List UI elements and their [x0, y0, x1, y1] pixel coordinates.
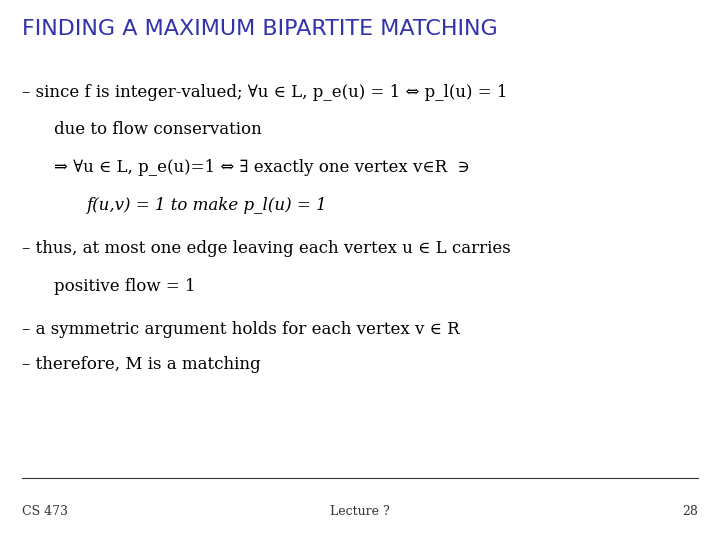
Text: positive flow = 1: positive flow = 1 [54, 278, 196, 295]
Text: due to flow conservation: due to flow conservation [54, 122, 262, 138]
Text: ⇒ ∀u ∈ L, p_e(u)=1 ⇔ ∃ exactly one vertex v∈R  ∋: ⇒ ∀u ∈ L, p_e(u)=1 ⇔ ∃ exactly one verte… [54, 159, 470, 176]
Text: – since f is integer-valued; ∀u ∈ L, p_e(u) = 1 ⇔ p_l(u) = 1: – since f is integer-valued; ∀u ∈ L, p_e… [22, 84, 507, 100]
Text: 28: 28 [683, 505, 698, 518]
Text: CS 473: CS 473 [22, 505, 68, 518]
Text: – thus, at most one edge leaving each vertex u ∈ L carries: – thus, at most one edge leaving each ve… [22, 240, 510, 257]
Text: Lecture ?: Lecture ? [330, 505, 390, 518]
Text: – therefore, M is a matching: – therefore, M is a matching [22, 356, 260, 373]
Text: FINDING A MAXIMUM BIPARTITE MATCHING: FINDING A MAXIMUM BIPARTITE MATCHING [22, 19, 498, 39]
Text: – a symmetric argument holds for each vertex v ∈ R: – a symmetric argument holds for each ve… [22, 321, 459, 338]
Text: f(u,v) = 1 to make p_l(u) = 1: f(u,v) = 1 to make p_l(u) = 1 [86, 197, 327, 214]
